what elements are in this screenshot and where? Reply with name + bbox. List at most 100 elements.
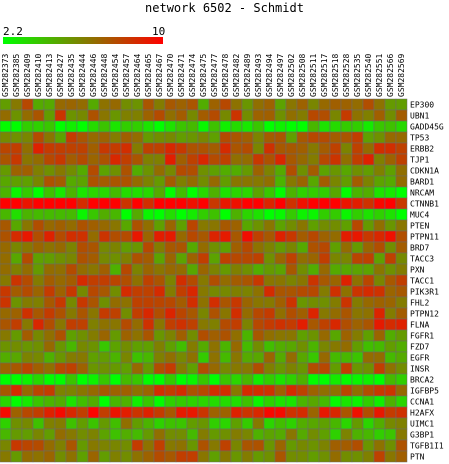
heatmap-cell: [65, 318, 78, 331]
heatmap-cell: [274, 406, 287, 419]
heatmap-cell: [43, 329, 56, 342]
heatmap-cell: [274, 362, 287, 375]
heatmap-cell: [395, 131, 408, 144]
heatmap-cell: [65, 252, 78, 265]
heatmap-cell: [142, 153, 155, 166]
heatmap-cell: [65, 395, 78, 408]
heatmap-cell: [274, 296, 287, 309]
heatmap-cell: [153, 384, 166, 397]
heatmap-cell: [43, 153, 56, 166]
heatmap-cell: [395, 351, 408, 364]
heatmap-cell: [241, 142, 254, 155]
heatmap-cell: [54, 197, 67, 210]
heatmap-cell: [186, 175, 199, 188]
heatmap-cell: [54, 329, 67, 342]
heatmap-cell: [109, 450, 122, 463]
heatmap-cell: [98, 252, 111, 265]
heatmap-cell: [230, 109, 243, 122]
heatmap-cell: [131, 274, 144, 287]
heatmap-cell: [252, 340, 265, 353]
heatmap-cell: [32, 142, 45, 155]
heatmap-cell: [109, 263, 122, 276]
heatmap-cell: [373, 384, 386, 397]
heatmap-cell: [208, 274, 221, 287]
heatmap-cell: [230, 274, 243, 287]
heatmap-cell: [54, 417, 67, 430]
heatmap-cell: [54, 318, 67, 331]
heatmap-cell: [0, 318, 12, 331]
heatmap-cell: [274, 318, 287, 331]
heatmap-cell: [208, 428, 221, 441]
heatmap-cell: [252, 307, 265, 320]
heatmap-cell: [329, 428, 342, 441]
heatmap-cell: [362, 274, 375, 287]
heatmap-cell: [197, 307, 210, 320]
heatmap-cell: [197, 131, 210, 144]
heatmap-cell: [131, 230, 144, 243]
heatmap-cell: [109, 164, 122, 177]
heatmap-cell: [307, 186, 320, 199]
heatmap-cell: [0, 285, 12, 298]
heatmap-cell: [230, 241, 243, 254]
heatmap-cell: [351, 197, 364, 210]
heatmap-cell: [131, 395, 144, 408]
heatmap-cell: [131, 164, 144, 177]
heatmap-cell: [76, 98, 89, 111]
heatmap-cell: [340, 230, 353, 243]
heatmap-cell: [252, 329, 265, 342]
heatmap-cell: [120, 296, 133, 309]
heatmap-cell: [219, 142, 232, 155]
heatmap-cell: [10, 120, 23, 133]
heatmap-cell: [32, 164, 45, 177]
heatmap-cell: [0, 131, 12, 144]
heatmap-cell: [208, 329, 221, 342]
heatmap-cell: [76, 395, 89, 408]
heatmap-cell: [10, 373, 23, 386]
heatmap-cell: [10, 241, 23, 254]
heatmap-cell: [120, 197, 133, 210]
heatmap-cell: [318, 252, 331, 265]
heatmap-cell: [219, 362, 232, 375]
heatmap-cell: [43, 406, 56, 419]
heatmap-cell: [65, 340, 78, 353]
heatmap-cell: [362, 439, 375, 452]
heatmap-cell: [98, 296, 111, 309]
heatmap-cell: [142, 186, 155, 199]
heatmap-cell: [43, 351, 56, 364]
heatmap-cell: [296, 373, 309, 386]
heatmap-cell: [0, 208, 12, 221]
heatmap-cell: [87, 318, 100, 331]
heatmap-cell: [87, 373, 100, 386]
heatmap-cell: [54, 175, 67, 188]
heatmap-cell: [307, 263, 320, 276]
heatmap-cell: [10, 395, 23, 408]
heatmap-cell: [65, 417, 78, 430]
heatmap-cell: [307, 252, 320, 265]
heatmap-cell: [0, 109, 12, 122]
heatmap-cell: [197, 175, 210, 188]
heatmap-cell: [307, 362, 320, 375]
heatmap-cell: [285, 252, 298, 265]
heatmap-cell: [208, 296, 221, 309]
heatmap-cell: [109, 340, 122, 353]
heatmap-cell: [351, 230, 364, 243]
heatmap-cell: [219, 395, 232, 408]
heatmap-cell: [241, 131, 254, 144]
heatmap-cell: [263, 340, 276, 353]
heatmap-cell: [120, 351, 133, 364]
heatmap-cell: [384, 351, 397, 364]
heatmap-cell: [373, 351, 386, 364]
heatmap-cell: [164, 296, 177, 309]
heatmap-cell: [274, 351, 287, 364]
heatmap-cell: [362, 131, 375, 144]
heatmap-cell: [54, 131, 67, 144]
heatmap-cell: [384, 186, 397, 199]
heatmap-cell: [120, 142, 133, 155]
heatmap-cell: [87, 230, 100, 243]
heatmap-cell: [384, 296, 397, 309]
heatmap-cell: [153, 307, 166, 320]
heatmap-cell: [373, 131, 386, 144]
heatmap-cell: [120, 120, 133, 133]
heatmap-cell: [329, 373, 342, 386]
heatmap-cell: [241, 340, 254, 353]
